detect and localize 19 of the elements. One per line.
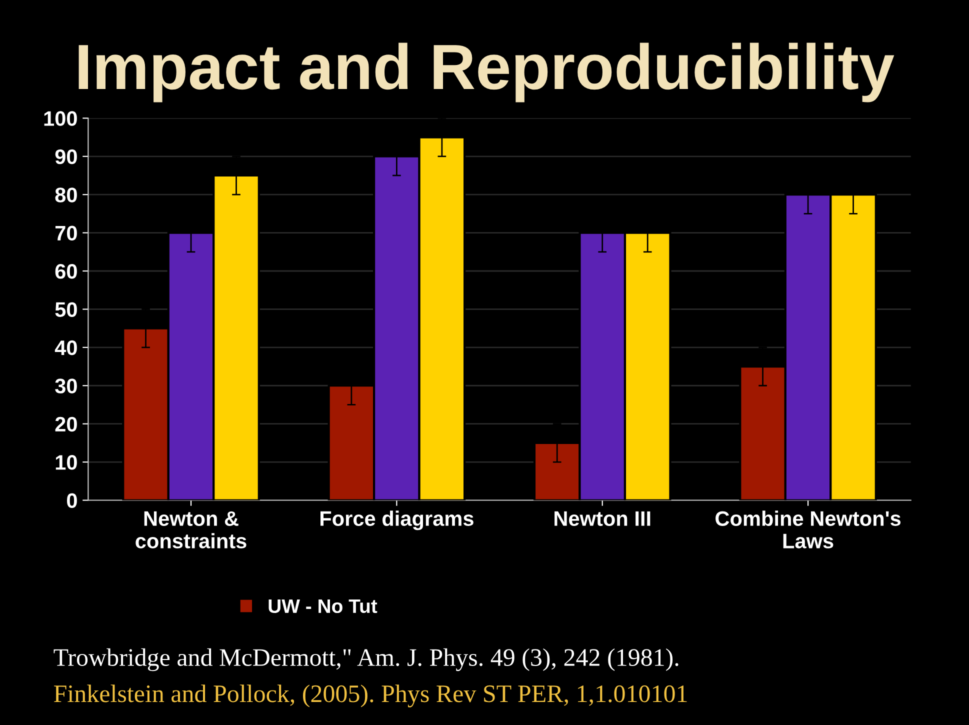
text: Trowbridge and McDermott," Am. J. Phys. 49 (3), 242 (1981).: [54, 648, 678, 672]
y-tick-label: 40: [54, 340, 77, 356]
y-tick-label: 50: [55, 302, 77, 317]
y-tick-label: 100: [44, 111, 77, 126]
y-tick-label: 70: [55, 226, 77, 241]
y-tick-label: 90: [55, 149, 77, 164]
y-tick-label: 80: [55, 188, 77, 202]
y-tick-label: 0: [67, 493, 77, 508]
y-tick-label: 10: [56, 455, 77, 470]
legend-label: UW - No Tut: [268, 599, 378, 614]
y-tick-label: 20: [55, 416, 77, 432]
y-tick-label: 60: [55, 264, 77, 279]
x-tick-label: Combine Newton's Laws: [716, 510, 901, 548]
text: Finkelstein and Pollock, (2005). Phys Rev ST PER, 1,1.010101: [54, 684, 687, 708]
chart-title: Impact and Reproducibility: [78, 42, 894, 102]
x-tick-label: Newton III: [554, 511, 650, 526]
y-tick-label: 30: [55, 378, 77, 394]
x-tick-label: Force diagrams: [320, 510, 474, 530]
x-tick-label: Newton & constraints: [136, 511, 246, 548]
